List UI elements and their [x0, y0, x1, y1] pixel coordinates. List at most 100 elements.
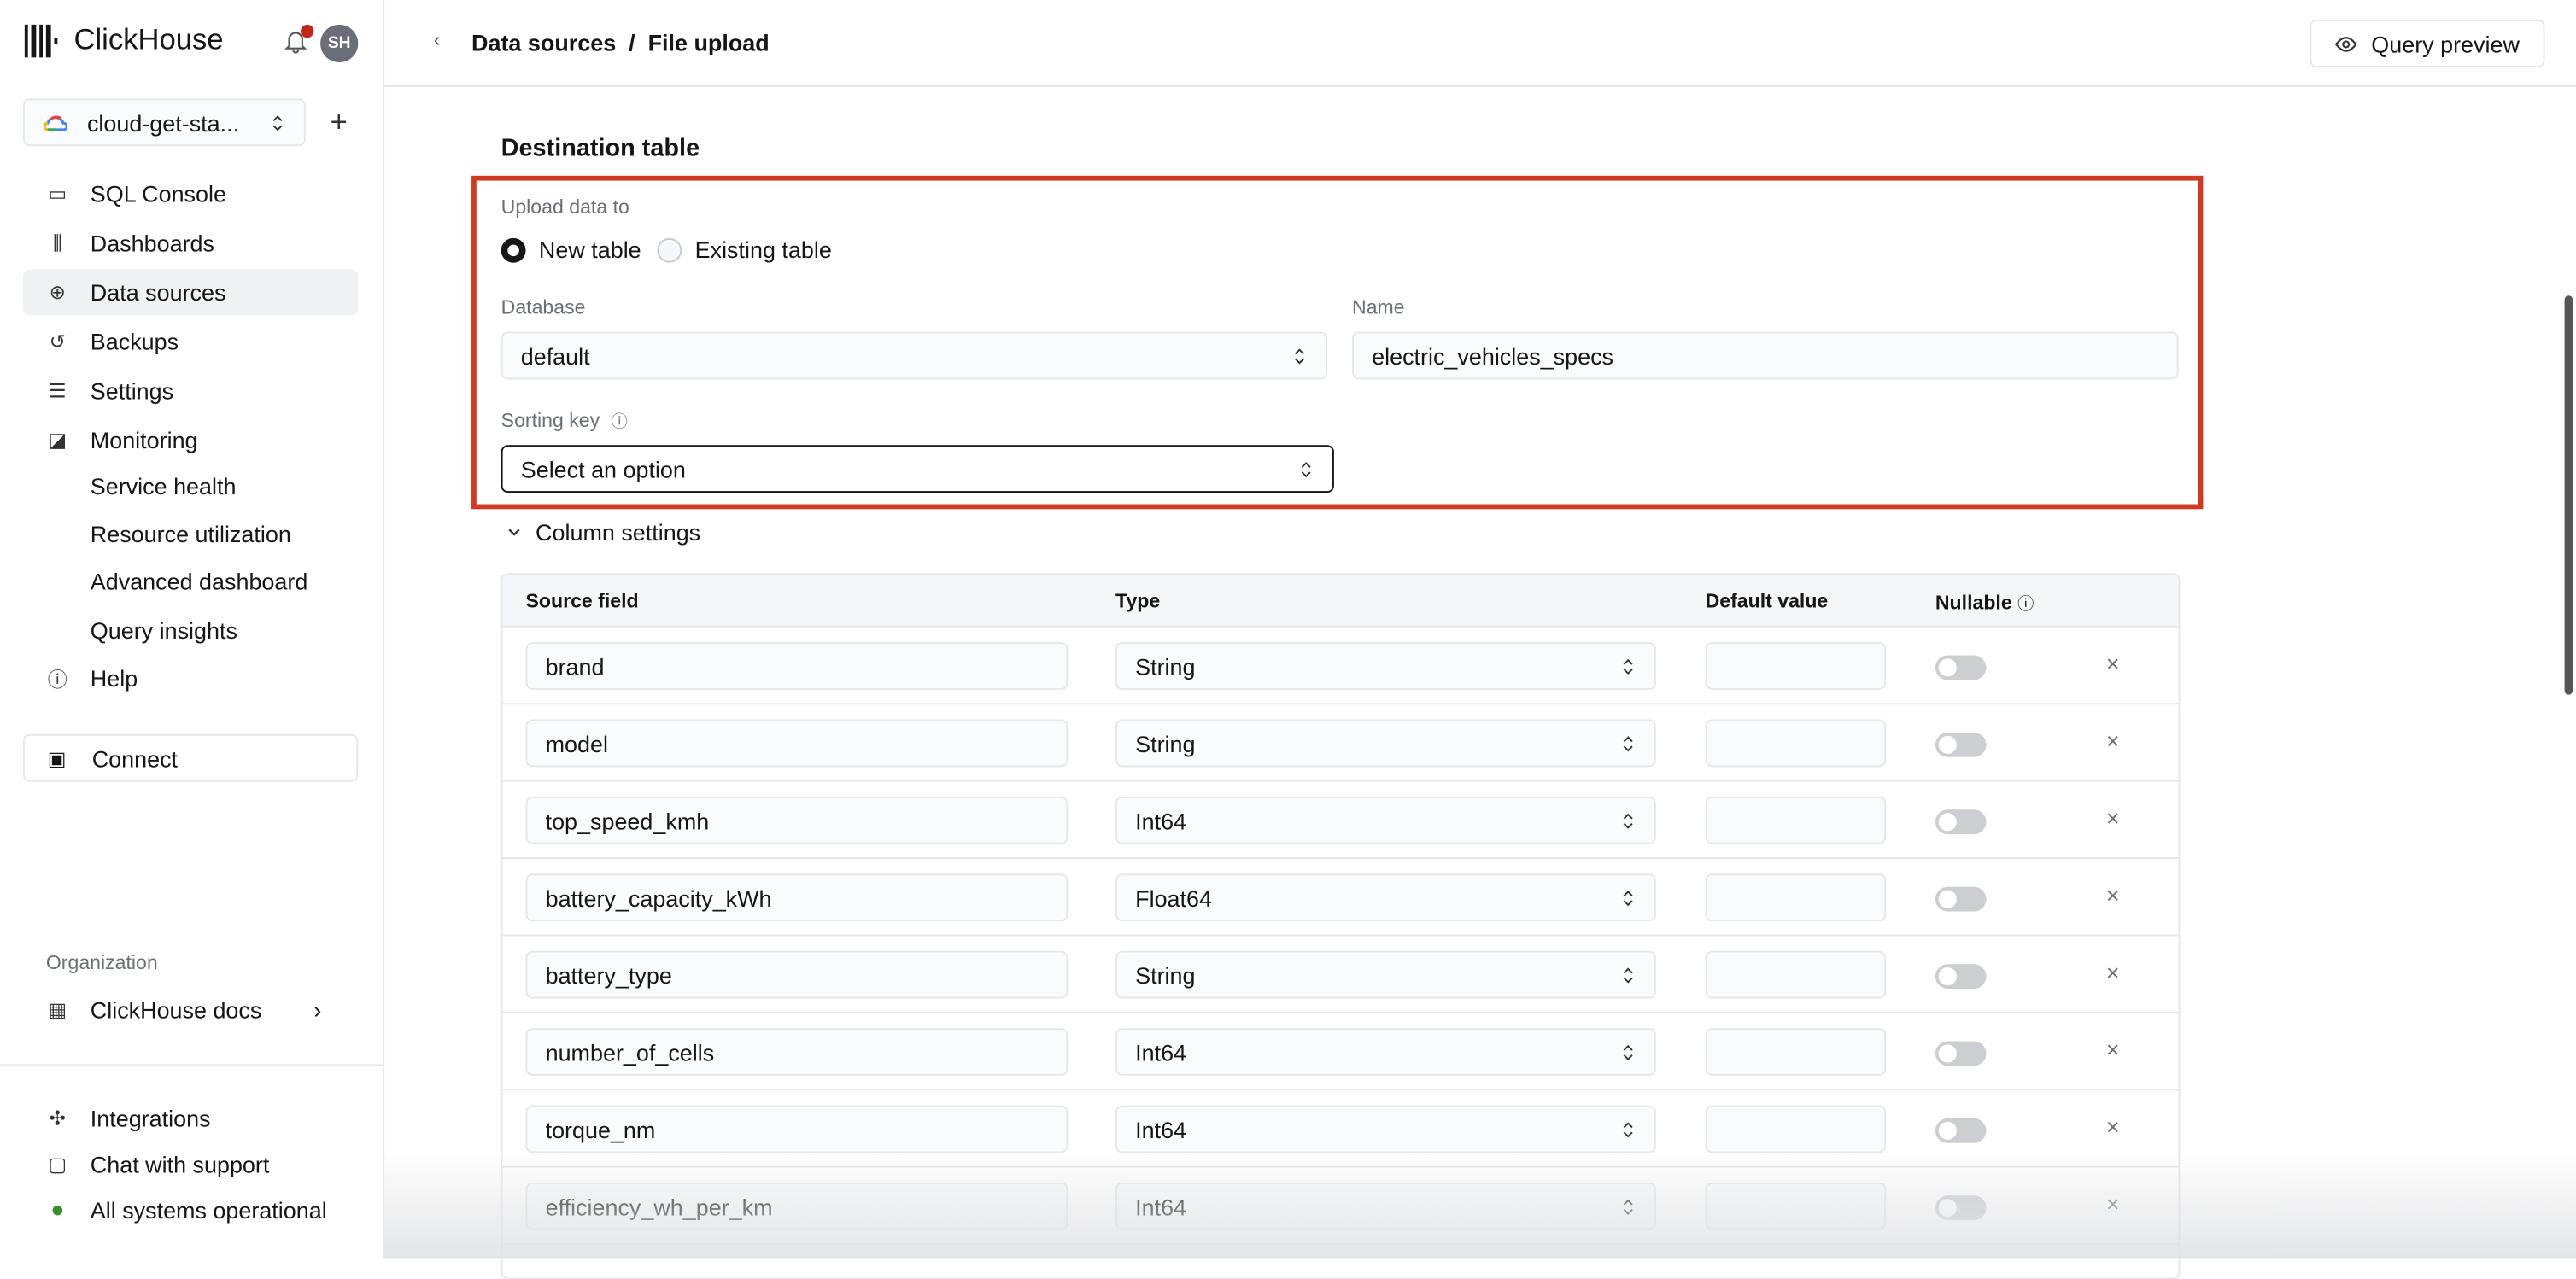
query-preview-button[interactable]: Query preview: [2310, 20, 2545, 67]
table-name-value: electric_vehicles_specs: [1372, 342, 1614, 369]
type-select[interactable]: String: [1115, 719, 1656, 768]
sidebar-item-service-health[interactable]: Service health: [23, 463, 358, 509]
default-value-input[interactable]: [1705, 1028, 1887, 1076]
sidebar-item-backups[interactable]: ↺ Backups: [23, 318, 358, 365]
remove-column-button[interactable]: ×: [2105, 1036, 2120, 1063]
nullable-toggle[interactable]: [1935, 964, 1987, 989]
source-field-input[interactable]: battery_type: [525, 950, 1068, 999]
system-status-link[interactable]: All systems operational: [23, 1188, 358, 1234]
add-service-button[interactable]: +: [330, 105, 348, 138]
nullable-toggle[interactable]: [1935, 1041, 1987, 1066]
type-value: Int64: [1135, 807, 1187, 834]
clickhouse-logo[interactable]: ClickHouse: [24, 22, 224, 57]
default-value-input[interactable]: [1705, 873, 1887, 922]
radio-existing-table[interactable]: Existing table: [657, 237, 832, 263]
sidebar: ClickHouse SH cloud-get-sta... + ▭ SQL Co…: [0, 0, 385, 1259]
source-field-value: torque_nm: [545, 1116, 656, 1142]
bar-chart-icon: ⫼: [53, 231, 62, 254]
type-select[interactable]: String: [1115, 950, 1656, 999]
source-field-input[interactable]: brand: [525, 642, 1068, 690]
sorting-key-select[interactable]: Select an option: [501, 445, 1334, 493]
source-field-value: battery_type: [545, 961, 672, 988]
type-value: String: [1135, 961, 1196, 988]
type-select[interactable]: Int64: [1115, 796, 1656, 844]
sidebar-item-label: Query insights: [90, 617, 237, 645]
source-field-input[interactable]: torque_nm: [525, 1105, 1068, 1153]
back-chevron-icon[interactable]: ‹: [433, 27, 441, 51]
database-select[interactable]: default: [501, 331, 1328, 380]
sidebar-divider: [0, 1064, 383, 1066]
source-field-input[interactable]: model: [525, 719, 1068, 768]
default-value-input[interactable]: [1705, 1105, 1887, 1153]
service-name: cloud-get-sta...: [86, 108, 240, 136]
organization-selector[interactable]: ▦ ClickHouse docs ›: [23, 987, 358, 1033]
highlight-box: [471, 175, 2204, 510]
remove-column-button[interactable]: ×: [2105, 804, 2120, 832]
chat-bubble-icon: ▢: [48, 1153, 67, 1177]
sidebar-item-monitoring[interactable]: ◪ Monitoring: [23, 418, 358, 464]
nullable-toggle[interactable]: [1935, 809, 1987, 835]
source-field-value: top_speed_kmh: [545, 807, 710, 834]
type-value: String: [1135, 652, 1196, 680]
table-row: model String ×: [502, 704, 2179, 782]
remove-column-button[interactable]: ×: [2105, 1113, 2120, 1140]
sidebar-item-resource-utilization[interactable]: Resource utilization: [23, 511, 358, 557]
history-icon: ↺: [49, 330, 67, 353]
help-circle-icon: ⓘ: [47, 667, 67, 691]
toggle-knob: [1938, 1121, 1957, 1140]
avatar-initials: SH: [327, 34, 351, 53]
type-select[interactable]: Float64: [1115, 873, 1656, 922]
service-selector[interactable]: cloud-get-sta...: [22, 98, 306, 147]
nullable-toggle[interactable]: [1935, 886, 1987, 912]
sidebar-item-sql-console[interactable]: ▭ SQL Console: [23, 171, 358, 217]
sidebar-item-label: Backups: [90, 328, 179, 355]
default-value-input[interactable]: [1705, 642, 1887, 690]
source-field-input[interactable]: battery_capacity_kWh: [525, 873, 1068, 922]
sidebar-item-integrations[interactable]: ✣ Integrations: [23, 1095, 358, 1142]
chevron-up-down-icon: [1301, 461, 1311, 477]
remove-column-button[interactable]: ×: [2105, 959, 2120, 986]
table-row: battery_type String ×: [502, 936, 2179, 1013]
source-field-input[interactable]: number_of_cells: [525, 1028, 1068, 1076]
info-icon[interactable]: ⓘ: [2017, 596, 2034, 615]
name-label: Name: [1352, 295, 1405, 319]
sidebar-item-dashboards[interactable]: ⫼ Dashboards: [23, 220, 358, 266]
source-field-input[interactable]: top_speed_kmh: [525, 796, 1068, 844]
default-value-input[interactable]: [1705, 950, 1887, 999]
scrollbar[interactable]: [2564, 295, 2573, 695]
nullable-toggle[interactable]: [1935, 655, 1987, 680]
sidebar-item-data-sources[interactable]: ⊕ Data sources: [22, 269, 359, 316]
connect-button[interactable]: ▣ Connect: [22, 733, 359, 782]
remove-column-button[interactable]: ×: [2105, 727, 2120, 754]
chevron-up-down-icon: [1623, 890, 1633, 906]
app-name: ClickHouse: [73, 22, 224, 56]
table-header: Source field Type Default value Nullable…: [502, 575, 2179, 628]
organization-label: Organization: [45, 950, 158, 974]
info-icon[interactable]: ⓘ: [611, 413, 628, 432]
remove-column-button[interactable]: ×: [2105, 881, 2120, 908]
sidebar-item-advanced-dashboard[interactable]: Advanced dashboard: [23, 558, 358, 604]
sidebar-item-settings[interactable]: ☰ Settings: [23, 368, 358, 414]
default-value-input[interactable]: [1705, 719, 1887, 768]
column-settings-toggle[interactable]: Column settings: [507, 519, 700, 546]
activity-icon: ◪: [48, 429, 67, 452]
sidebar-item-query-insights[interactable]: Query insights: [23, 608, 358, 654]
table-name-input[interactable]: electric_vehicles_specs: [1352, 331, 2179, 380]
toggle-knob: [1938, 658, 1957, 677]
remove-column-button[interactable]: ×: [2105, 650, 2120, 677]
sidebar-item-chat-support[interactable]: ▢ Chat with support: [23, 1142, 358, 1188]
default-value-input[interactable]: [1705, 796, 1887, 844]
type-select[interactable]: Int64: [1115, 1105, 1656, 1153]
nullable-toggle[interactable]: [1935, 1118, 1987, 1143]
type-select[interactable]: Int64: [1115, 1028, 1656, 1076]
database-value: default: [520, 342, 590, 369]
sidebar-item-help[interactable]: ⓘ Help: [23, 655, 358, 701]
nullable-toggle[interactable]: [1935, 732, 1987, 757]
chevron-up-down-icon: [1623, 657, 1633, 675]
type-select[interactable]: String: [1115, 642, 1656, 690]
toggle-knob: [1938, 813, 1957, 832]
bell-icon[interactable]: [284, 28, 307, 55]
radio-new-table[interactable]: New table: [501, 237, 641, 263]
avatar[interactable]: SH: [320, 24, 359, 63]
breadcrumb: Data sources / File upload: [471, 30, 770, 56]
